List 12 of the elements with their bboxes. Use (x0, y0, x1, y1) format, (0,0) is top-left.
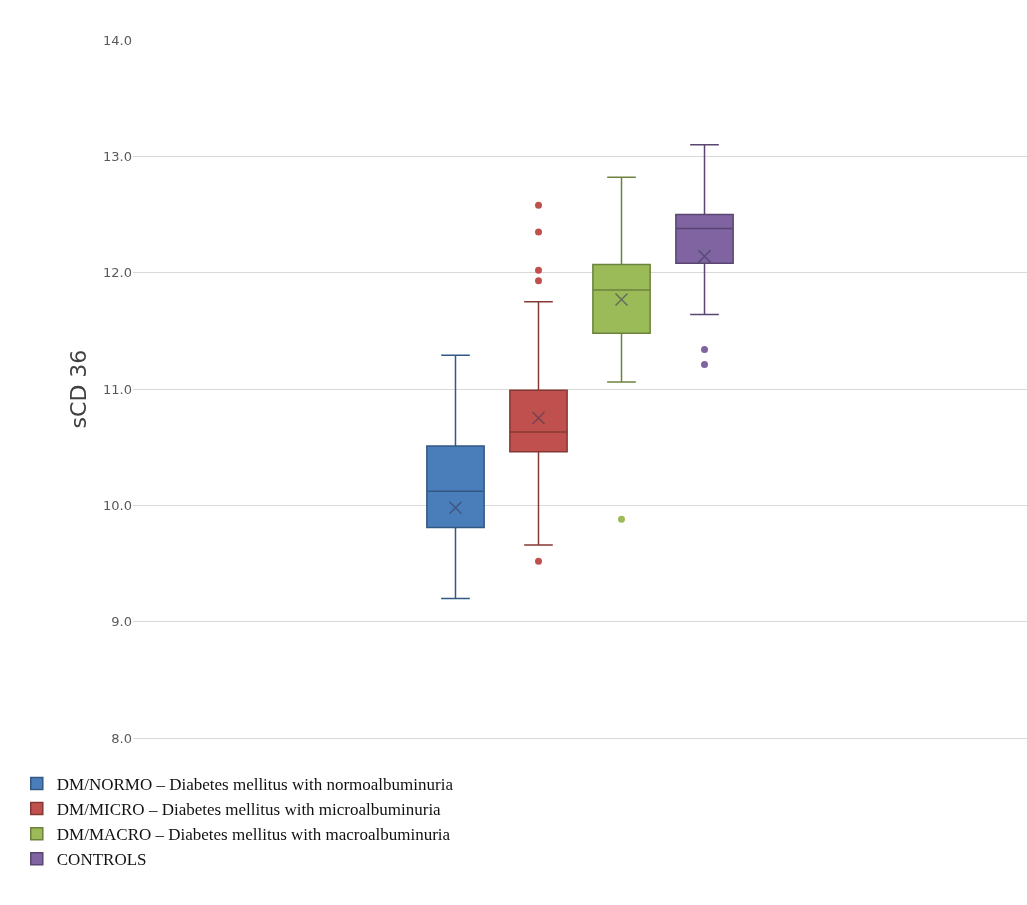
legend-label: DM/MACRO – Diabetes mellitus with macroalbuminuria (56, 825, 451, 845)
y-tick-label: 9.0 (111, 614, 132, 630)
y-tick-label: 12.0 (103, 265, 132, 281)
y-tick-label: 10.0 (103, 497, 132, 513)
y-tick-label: 11.0 (103, 381, 132, 397)
y-axis-title: sCD 36 (65, 349, 91, 429)
legend-label: DM/MICRO – Diabetes mellitus with microalbuminuria (56, 800, 442, 820)
y-tick-label: 14.0 (103, 32, 132, 48)
y-tick-label: 13.0 (103, 148, 132, 164)
y-tick-label: 8.0 (111, 730, 132, 746)
legend-label: CONTROLS (56, 850, 147, 870)
legend-label: DM/NORMO – Diabetes mellitus with normoalbuminuria (56, 775, 454, 795)
